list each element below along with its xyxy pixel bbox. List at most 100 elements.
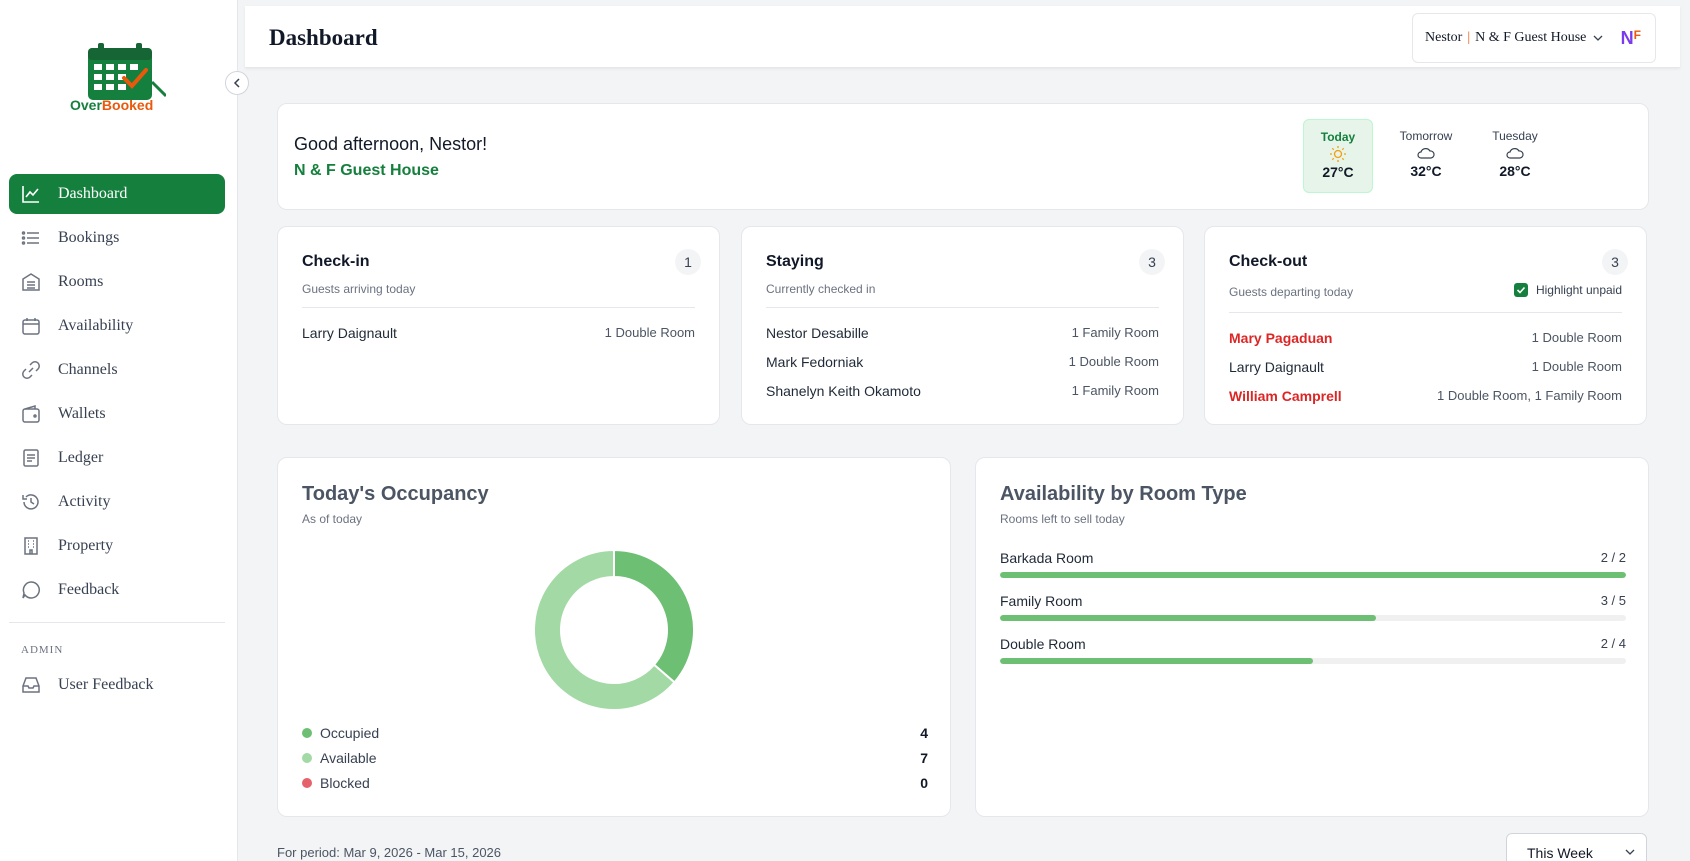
collapse-sidebar-button[interactable] [225, 71, 249, 95]
guest-name: Nestor Desabille [766, 325, 869, 341]
sidebar-item-label: Rooms [58, 273, 104, 290]
legend-label: Blocked [320, 775, 370, 791]
room-type-label: Family Room [1000, 593, 1083, 609]
card-subtitle: Currently checked in [766, 282, 876, 296]
sidebar-item-ledger[interactable]: Ledger [9, 438, 225, 478]
sidebar-item-label: Feedback [58, 581, 120, 598]
weather-temp: 28°C [1499, 163, 1531, 179]
staying-card: Staying 3 Currently checked in Nestor De… [741, 226, 1184, 425]
greeting-property: N & F Guest House [294, 162, 439, 179]
legend-label: Available [320, 750, 377, 766]
separator: | [1467, 30, 1471, 45]
progress-track [1000, 572, 1626, 578]
guest-row[interactable]: Mark Fedorniak 1 Double Room [766, 354, 1159, 370]
property-brand-logo: NF [1620, 28, 1641, 48]
sidebar-item-rooms[interactable]: Rooms [9, 262, 225, 302]
legend-dot [302, 728, 312, 738]
ledger-icon [20, 447, 42, 469]
admin-nav: User Feedback [9, 665, 225, 709]
overbooked-logo [88, 43, 166, 100]
sidebar-item-bookings[interactable]: Bookings [9, 218, 225, 258]
availability-title: Availability by Room Type [1000, 483, 1247, 505]
legend-occupied: Occupied 4 [302, 725, 928, 741]
guest-name: Larry Daignault [1229, 359, 1324, 375]
greeting-card: Good afternoon, Nestor! N & F Guest Hous… [277, 103, 1649, 210]
guest-row[interactable]: Larry Daignault 1 Double Room [302, 325, 695, 341]
link-icon [20, 359, 42, 381]
room-type-count: 2 / 2 [1600, 550, 1626, 565]
sidebar-item-label: Dashboard [58, 185, 128, 202]
room-type-count: 3 / 5 [1600, 593, 1626, 608]
sidebar-item-property[interactable]: Property [9, 526, 225, 566]
legend-dot [302, 778, 312, 788]
cloud-icon [1506, 148, 1524, 159]
list-icon [20, 227, 42, 249]
guest-name: Mark Fedorniak [766, 354, 864, 370]
guest-room: 1 Double Room [1531, 330, 1622, 345]
chat-icon [20, 579, 42, 601]
top-header: Dashboard Nestor | N & F Guest House NF [245, 6, 1680, 68]
card-subtitle: Guests departing today [1229, 285, 1354, 299]
room-type-row: Double Room 2 / 4 [1000, 636, 1626, 664]
guest-row[interactable]: Nestor Desabille 1 Family Room [766, 325, 1159, 341]
divider [1229, 312, 1622, 313]
cloud-icon [1417, 148, 1435, 159]
legend-value: 0 [920, 775, 928, 791]
chart-line-icon [20, 183, 42, 205]
sidebar-item-label: Bookings [58, 229, 120, 246]
guest-row[interactable]: Mary Pagaduan 1 Double Room [1229, 330, 1622, 346]
card-title: Check-out [1229, 253, 1308, 270]
weather-today: Today 27°C [1303, 119, 1373, 193]
weather-label: Tomorrow [1399, 129, 1453, 143]
donut-slice-available [534, 550, 676, 710]
count-badge: 3 [1139, 249, 1165, 275]
property-selector[interactable]: Nestor | N & F Guest House NF [1412, 13, 1656, 63]
range-select[interactable]: This Week [1506, 833, 1647, 861]
divider [302, 307, 695, 308]
count-badge: 1 [675, 249, 701, 275]
guest-room: 1 Double Room [604, 325, 695, 340]
page-title: Dashboard [269, 25, 378, 50]
progress-track [1000, 615, 1626, 621]
sidebar-item-label: Availability [58, 317, 134, 334]
highlight-unpaid-checkbox[interactable]: Highlight unpaid [1513, 283, 1622, 297]
progress-fill [1000, 658, 1313, 664]
sidebar-item-availability[interactable]: Availability [9, 306, 225, 346]
guest-row[interactable]: Larry Daignault 1 Double Room [1229, 359, 1622, 375]
legend-label: Occupied [320, 725, 380, 741]
card-subtitle: Guests arriving today [302, 282, 416, 296]
availability-subtitle: Rooms left to sell today [1000, 512, 1125, 526]
user-name: Nestor [1425, 30, 1463, 45]
sidebar-divider [9, 622, 225, 623]
sidebar-item-dashboard[interactable]: Dashboard [9, 174, 225, 214]
sidebar-item-label: Ledger [58, 449, 104, 466]
property-name: N & F Guest House [1475, 30, 1587, 45]
checkin-card: Check-in 1 Guests arriving today Larry D… [277, 226, 720, 425]
sidebar-item-user-feedback[interactable]: User Feedback [9, 665, 225, 705]
weather-tomorrow: Tomorrow 32°C [1391, 119, 1461, 193]
sidebar-item-wallets[interactable]: Wallets [9, 394, 225, 434]
chevron-down-icon [1625, 849, 1635, 855]
guest-room: 1 Double Room [1531, 359, 1622, 374]
sidebar: OverBooked Dashboard Bookings Rooms Avai… [0, 0, 249, 861]
logo-wordmark: OverBooked [70, 97, 154, 113]
greeting-title: Good afternoon, Nestor! [294, 134, 488, 154]
card-title: Check-in [302, 253, 370, 270]
progress-track [1000, 658, 1626, 664]
occupancy-title: Today's Occupancy [302, 483, 489, 505]
occupancy-subtitle: As of today [302, 512, 363, 526]
guest-row[interactable]: Shanelyn Keith Okamoto 1 Family Room [766, 383, 1159, 399]
admin-section-label: ADMIN [21, 644, 64, 656]
room-type-row: Barkada Room 2 / 2 [1000, 550, 1626, 578]
weather-label: Tuesday [1492, 129, 1538, 143]
guest-name-unpaid: William Camprell [1229, 388, 1342, 404]
wallet-icon [20, 403, 42, 425]
sidebar-item-channels[interactable]: Channels [9, 350, 225, 390]
sidebar-item-label: Wallets [58, 405, 106, 422]
checkout-card: Check-out 3 Guests departing today Highl… [1204, 226, 1647, 425]
divider [766, 307, 1159, 308]
sidebar-item-label: Activity [58, 493, 111, 510]
sidebar-item-activity[interactable]: Activity [9, 482, 225, 522]
guest-row[interactable]: William Camprell 1 Double Room, 1 Family… [1229, 388, 1622, 404]
sidebar-item-feedback[interactable]: Feedback [9, 570, 225, 610]
